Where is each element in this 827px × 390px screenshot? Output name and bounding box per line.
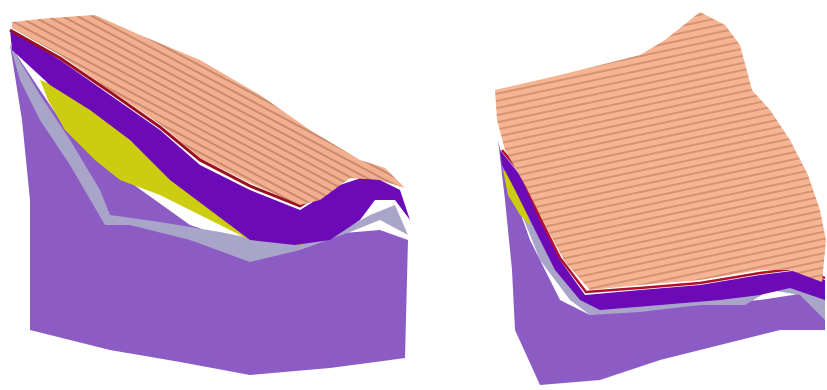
right-model (495, 12, 826, 385)
page (0, 0, 827, 390)
left-model (10, 15, 410, 375)
scene (0, 0, 827, 390)
